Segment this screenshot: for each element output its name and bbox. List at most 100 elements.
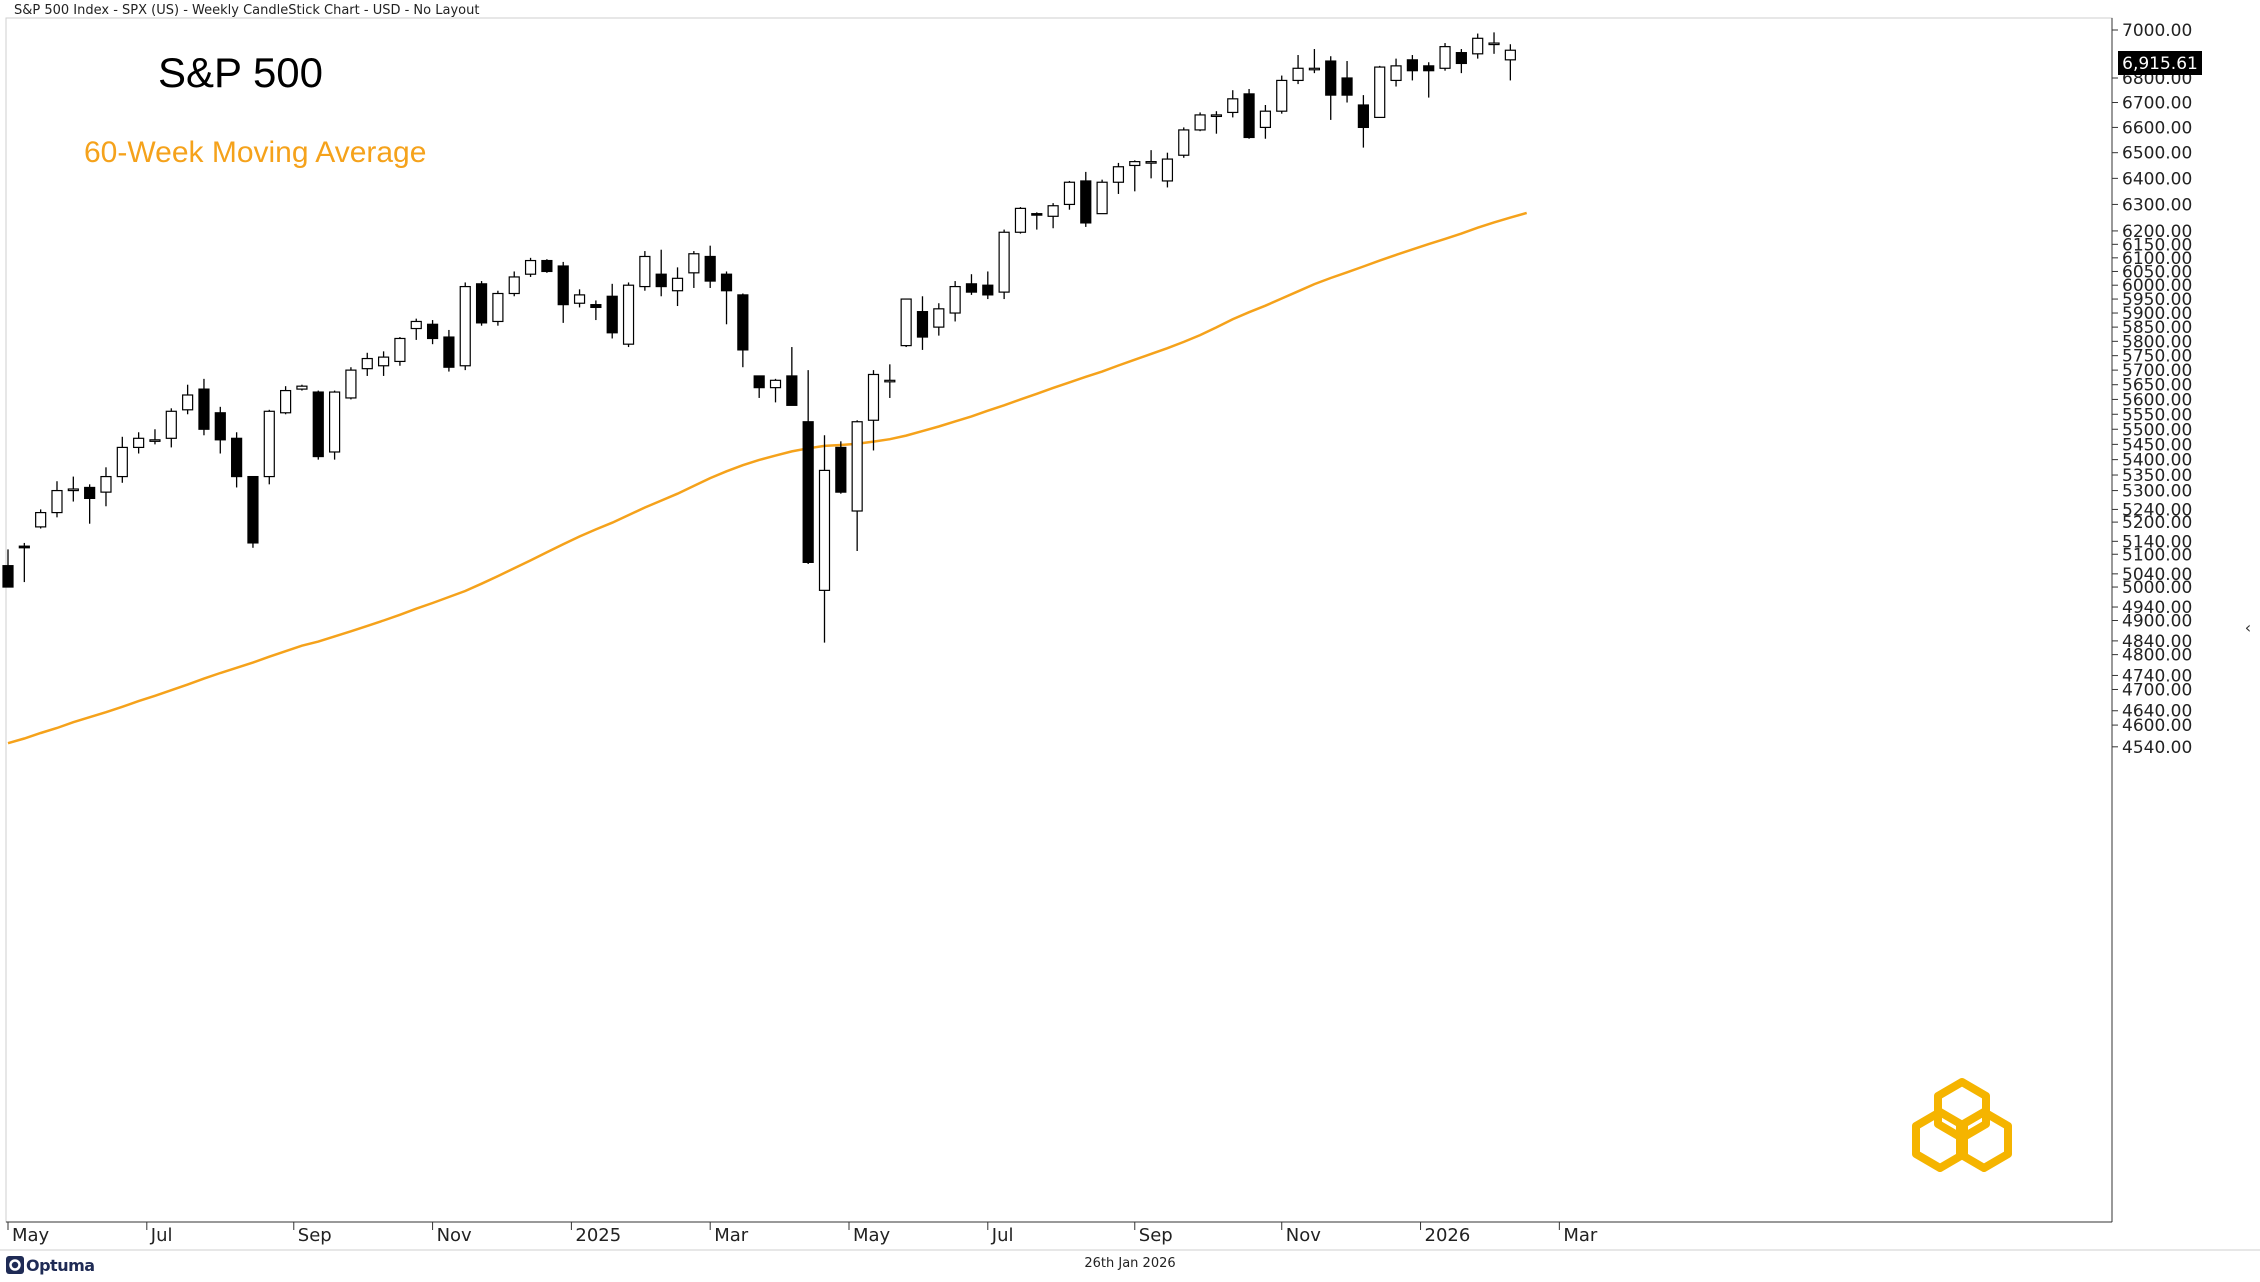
candle-body	[247, 475, 259, 544]
candle-body	[263, 410, 275, 478]
candle-body	[198, 388, 210, 430]
chart-date: 26th Jan 2026	[1084, 1256, 1176, 1271]
y-tick-label: 5650.00	[2122, 376, 2192, 396]
y-tick-label: 5300.00	[2122, 482, 2192, 502]
candle-body	[2, 565, 14, 588]
candle	[573, 289, 586, 308]
y-tick-label: 4640.00	[2122, 702, 2192, 722]
candle-body	[165, 410, 177, 439]
candle	[2, 549, 14, 588]
candle-body	[982, 284, 994, 296]
candle-body	[492, 292, 504, 323]
candle-body	[329, 391, 341, 453]
candle	[1243, 88, 1255, 139]
candle	[1390, 58, 1402, 87]
candle	[1063, 180, 1076, 210]
candle-body	[18, 545, 30, 549]
candle	[133, 432, 145, 454]
candle	[769, 378, 782, 403]
candle-body	[655, 273, 667, 288]
time-axis[interactable]: May Jul Sep Nov 2025 Mar May Jul Sep Nov 2026 Mar	[7, 1222, 1598, 1246]
candle	[524, 257, 537, 277]
candle-body	[443, 336, 455, 368]
candle	[35, 509, 47, 529]
x-tick-label: Jul	[991, 1225, 1014, 1246]
candle	[377, 351, 390, 376]
candle	[1145, 150, 1157, 179]
y-tick-label: 5100.00	[2122, 545, 2192, 565]
y-tick-label: 5900.00	[2122, 304, 2192, 324]
candle-body	[1504, 49, 1516, 61]
candle	[459, 282, 471, 371]
candle-body	[1472, 37, 1484, 55]
candle-body	[737, 294, 749, 351]
y-tick-label: 5600.00	[2122, 390, 2192, 410]
candle	[1178, 127, 1190, 158]
y-tick-label: 4940.00	[2122, 598, 2192, 618]
moving-average-layer	[7, 211, 1528, 745]
candle	[933, 303, 945, 336]
candle	[231, 432, 243, 488]
brand-name: Optuma	[26, 1255, 95, 1275]
candle-body	[1031, 213, 1043, 216]
candle-body	[67, 488, 79, 492]
candle	[475, 281, 488, 326]
y-tick-label: 6500.00	[2122, 144, 2192, 164]
candle-body	[133, 437, 145, 449]
candle	[84, 484, 96, 524]
candle-body	[688, 253, 700, 274]
candle-body	[508, 276, 520, 295]
y-tick-label: 6000.00	[2122, 276, 2192, 296]
y-tick-label: 6050.00	[2122, 262, 2192, 282]
candle	[737, 293, 749, 368]
candle-body	[1276, 79, 1288, 112]
candle-body	[100, 475, 112, 493]
y-tick-label: 6200.00	[2122, 222, 2192, 242]
candle-body	[1080, 180, 1092, 224]
candle-body	[671, 277, 684, 292]
optuma-brand: Optuma	[6, 1254, 95, 1276]
y-tick-label: 5140.00	[2122, 532, 2192, 552]
candle	[100, 467, 112, 507]
candle-body	[965, 283, 978, 293]
candle	[639, 251, 651, 291]
candle	[263, 409, 275, 485]
candle	[1488, 32, 1500, 54]
candle	[1341, 61, 1353, 103]
candle	[1227, 90, 1239, 118]
candle	[1455, 49, 1467, 74]
candle-body	[1129, 161, 1141, 167]
plot-area[interactable]	[5, 17, 2113, 1223]
candle	[1096, 179, 1108, 215]
x-tick-label: 2026	[1425, 1225, 1471, 1246]
candle-body	[998, 231, 1010, 293]
candle	[884, 364, 896, 398]
candle-body	[786, 375, 798, 406]
candle-body	[84, 486, 96, 500]
candle-body	[1292, 67, 1304, 82]
y-tick-label: 4700.00	[2122, 680, 2192, 700]
y-tick-label: 5240.00	[2122, 500, 2192, 520]
candle-body	[900, 298, 912, 347]
candle-body	[802, 421, 814, 563]
candle-body	[639, 255, 651, 288]
candle-body	[557, 265, 569, 306]
candle	[786, 347, 798, 406]
candle-body	[1243, 93, 1255, 139]
last-price-marker: 6,915.61	[2118, 51, 2202, 75]
candle-body	[1439, 46, 1451, 69]
candle-body	[116, 446, 128, 478]
candle	[916, 296, 929, 350]
candle-body	[394, 337, 406, 363]
candle	[835, 441, 847, 494]
price-axis[interactable]: 7000.006800.006700.006600.006500.006400.…	[2112, 21, 2192, 758]
y-tick-label: 5700.00	[2122, 361, 2192, 381]
candle-body	[1390, 65, 1402, 82]
candle-body	[1096, 181, 1108, 215]
candle-body	[1178, 129, 1190, 156]
candle-body	[1259, 110, 1272, 129]
candle-body	[459, 285, 471, 367]
collapse-panel-icon[interactable]: ‹	[2244, 618, 2252, 637]
candle-body	[541, 259, 553, 273]
